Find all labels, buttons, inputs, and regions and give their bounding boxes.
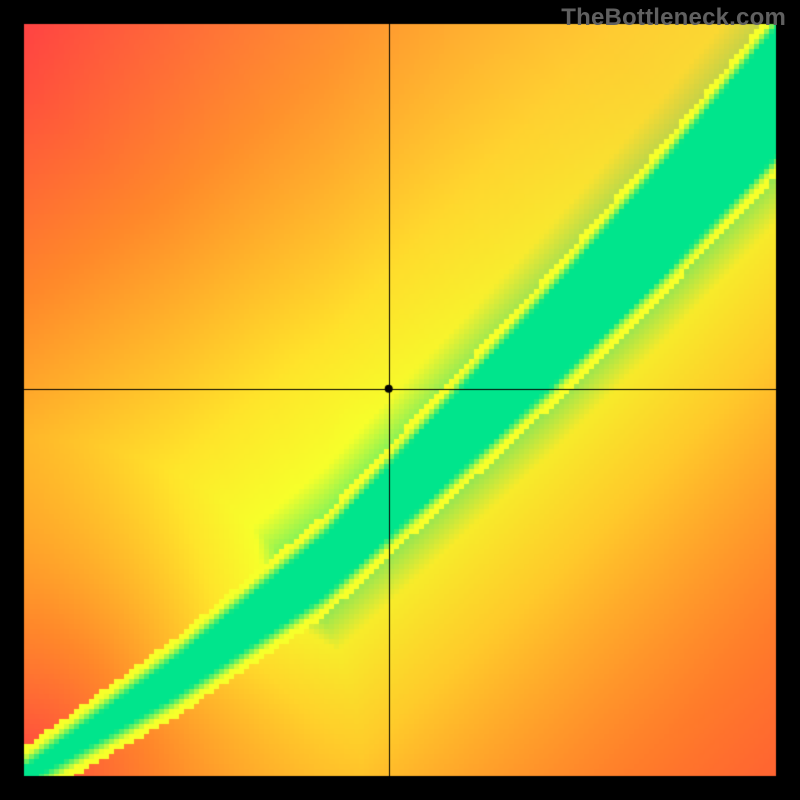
watermark-text: TheBottleneck.com (561, 4, 786, 32)
chart-container: TheBottleneck.com (0, 0, 800, 800)
bottleneck-heatmap-canvas (0, 0, 800, 800)
